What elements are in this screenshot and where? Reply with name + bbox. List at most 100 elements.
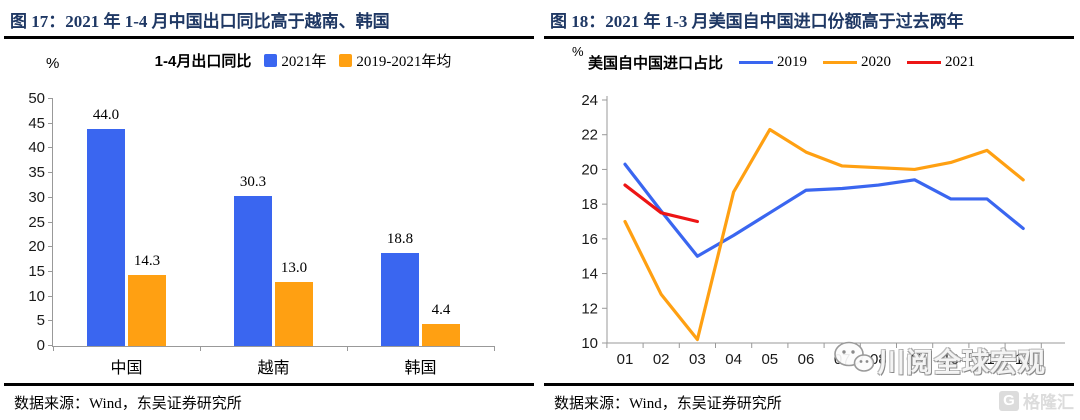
legend-label: 2021 [945, 54, 976, 70]
bar-越南-2019-2021年均: 13.0 [274, 260, 313, 346]
x-axis-category-label: 中国 [110, 360, 143, 377]
bar-value-label: 14.3 [133, 253, 161, 270]
line-chart-legend: 美国自中国进口占比 2019 2020 2021 [588, 52, 1076, 73]
bar-value-label: 18.8 [386, 231, 414, 248]
x-axis-tick-label: 09 [906, 351, 923, 368]
y-axis-tick-label: 20 [28, 238, 45, 256]
legend-swatch [907, 60, 942, 65]
x-axis-tick-label: 10 [942, 351, 959, 368]
y-axis-tick-label: 15 [28, 262, 45, 280]
bar-越南-2021年: 30.3 [233, 174, 272, 346]
line-series-2019 [623, 162, 1025, 258]
bar-group-中国: 44.0 14.3 [53, 99, 200, 346]
bar-chart-legend: 1-4月出口同比 2021年 2019-2021年均 [70, 50, 536, 71]
legend-item-2021年: 2021年 [264, 50, 326, 71]
footer-divider [544, 383, 1074, 386]
bar-group-韩国: 18.8 4.4 [347, 99, 494, 346]
y-axis-tick-label: 25 [28, 213, 45, 231]
x-axis-tick-label: 01 [617, 351, 634, 368]
y-axis-unit-label: % [46, 55, 60, 72]
x-axis-tick-label: 05 [761, 351, 778, 368]
y-axis-tick-mark [48, 122, 53, 124]
y-axis-tick-label: 30 [28, 188, 45, 206]
bar-韩国-2019-2021年均: 4.4 [421, 302, 460, 346]
y-axis-unit-label: % [572, 44, 584, 59]
x-axis-tick-mark [199, 346, 201, 351]
bar-value-label: 30.3 [239, 174, 267, 191]
legend-swatch [339, 54, 353, 67]
bar-chart-legend-title: 1-4月出口同比 [154, 53, 252, 70]
title-divider [4, 36, 534, 39]
line-chart-legend-title: 美国自中国进口占比 [588, 55, 724, 72]
x-axis-tick-label: 12 [1015, 351, 1032, 368]
legend-item-2019-2021年均: 2019-2021年均 [339, 50, 451, 71]
bar-中国-2021年: 44.0 [86, 107, 125, 346]
x-axis-tick-label: 04 [725, 351, 742, 368]
y-axis-tick-mark [48, 246, 53, 248]
data-source-note: 数据来源：Wind，东吴证券研究所 [554, 396, 782, 412]
gelonghui-logo: G 格隆汇 [999, 388, 1074, 413]
x-axis-category-label: 韩国 [404, 360, 437, 377]
y-axis-tick-mark [48, 345, 53, 346]
y-axis-tick-label: 50 [28, 90, 45, 107]
legend-label: 2021年 [281, 54, 327, 70]
figure-17-title: 图 17：2021 年 1-4 月中国出口同比高于越南、韩国 [10, 12, 390, 31]
footer-divider [4, 383, 534, 386]
y-axis-tick-label: 40 [28, 139, 45, 157]
bar-韩国-2021年: 18.8 [380, 231, 419, 346]
y-axis-tick-label: 12 [581, 300, 598, 317]
bar-中国-2019-2021年均: 14.3 [127, 253, 166, 346]
figure-17-panel: 图 17：2021 年 1-4 月中国出口同比高于越南、韩国 % 1-4月出口同… [4, 12, 536, 412]
bar-chart: 0 5 10 15 20 25 30 35 40 45 50 44.0 14.3 中国 30.3 13.0 越南… [28, 90, 495, 377]
y-axis-tick-label: 10 [581, 335, 598, 352]
data-source-note: 数据来源：Wind，东吴证券研究所 [14, 396, 242, 412]
y-axis-tick-label: 35 [28, 164, 45, 182]
line-series-2021 [623, 183, 699, 224]
figure-18-panel: 图 18：2021 年 1-3 月美国自中国进口份额高于过去两年 % 美国自中国… [540, 0, 1080, 420]
legend-label: 2020 [861, 54, 892, 70]
y-axis-tick-mark [48, 172, 53, 174]
x-axis-tick-label: 03 [689, 351, 706, 368]
legend-swatch [264, 54, 278, 67]
x-axis-tick-mark [494, 346, 495, 351]
y-axis-tick-mark [48, 295, 53, 297]
y-axis-tick-mark [48, 98, 53, 99]
bar-value-label: 4.4 [431, 302, 451, 319]
y-axis-tick-label: 24 [581, 92, 598, 109]
title-divider [544, 36, 1074, 39]
legend-swatch [823, 60, 858, 65]
y-axis-tick-label: 10 [28, 287, 45, 305]
x-axis-category-label: 越南 [257, 360, 290, 377]
y-axis-tick-label: 0 [36, 337, 45, 354]
bar-value-label: 44.0 [92, 106, 120, 123]
y-axis-tick-mark [48, 196, 53, 198]
y-axis-tick-label: 5 [36, 312, 45, 330]
y-axis-tick-label: 22 [581, 127, 598, 144]
line-chart: 10 12 14 16 18 20 22 24 01 02 03 04 05 06 07 08 09 10 11 12 [581, 92, 1065, 368]
y-axis-tick-mark [48, 221, 53, 223]
x-axis-tick-label: 06 [798, 351, 815, 368]
y-axis-tick-label: 16 [581, 231, 598, 248]
legend-swatch [739, 60, 774, 65]
legend-item-2020: 2020 [823, 54, 891, 71]
x-axis-tick-mark [346, 346, 348, 351]
y-axis-tick-label: 18 [581, 196, 598, 213]
x-axis-tick-label: 11 [979, 351, 995, 368]
figure-18-title: 图 18：2021 年 1-3 月美国自中国进口份额高于过去两年 [550, 12, 964, 31]
y-axis-tick-mark [48, 320, 53, 322]
y-axis-tick-label: 45 [28, 114, 45, 132]
x-axis-tick-label: 02 [653, 351, 670, 368]
y-axis-tick-mark [48, 147, 53, 149]
bar-group-越南: 30.3 13.0 [200, 99, 347, 346]
legend-label: 2019 [777, 54, 808, 70]
y-axis-tick-label: 14 [581, 266, 598, 283]
gelonghui-icon: G [999, 390, 1019, 411]
y-axis-tick-label: 20 [581, 161, 598, 178]
x-axis-tick-label: 08 [870, 351, 887, 368]
legend-item-2019: 2019 [739, 54, 807, 71]
x-axis-tick-mark [53, 346, 54, 351]
legend-label: 2019-2021年均 [356, 54, 452, 70]
y-axis-tick-mark [48, 270, 53, 272]
gelonghui-logo-text: 格隆汇 [1023, 393, 1074, 412]
